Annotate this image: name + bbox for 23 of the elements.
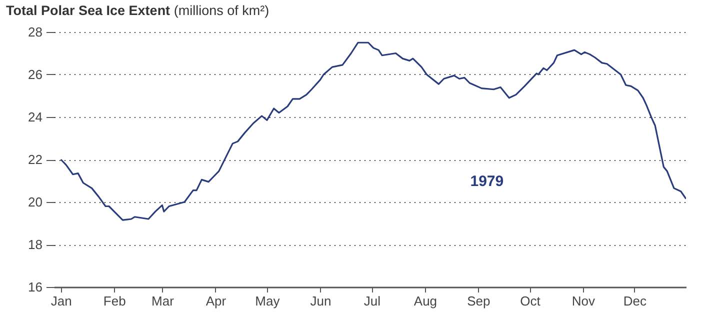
line-series — [60, 42, 686, 221]
x-tick-label: Feb — [103, 294, 126, 308]
x-tick-label: Oct — [520, 294, 541, 308]
y-tick-label: 20 — [28, 194, 42, 210]
y-tick-label: 26 — [28, 67, 42, 82]
x-tick-label: Aug — [414, 294, 438, 308]
y-tick-label: 16 — [28, 280, 42, 294]
x-tick-label: Jun — [310, 294, 332, 308]
x-tick-label: Jan — [50, 294, 72, 308]
x-tick-label: May — [255, 294, 280, 308]
x-tick-label: Dec — [623, 294, 648, 308]
text: 1979 — [470, 173, 504, 190]
y-tick-label: 22 — [28, 152, 42, 167]
x-tick-label: Sep — [467, 294, 490, 308]
y-tick-label: 28 — [28, 24, 42, 40]
x-tick-label: Jul — [364, 294, 381, 308]
y-axis-title: (millions of km²) — [174, 3, 270, 18]
chart-title: Total Polar Sea Ice Extent — [6, 3, 170, 18]
x-tick-label: Mar — [152, 294, 175, 308]
x-tick-label: Apr — [206, 294, 227, 308]
y-tick-label: 18 — [28, 237, 42, 252]
x-tick-label: Nov — [572, 294, 596, 308]
y-tick-label: 24 — [28, 110, 42, 124]
